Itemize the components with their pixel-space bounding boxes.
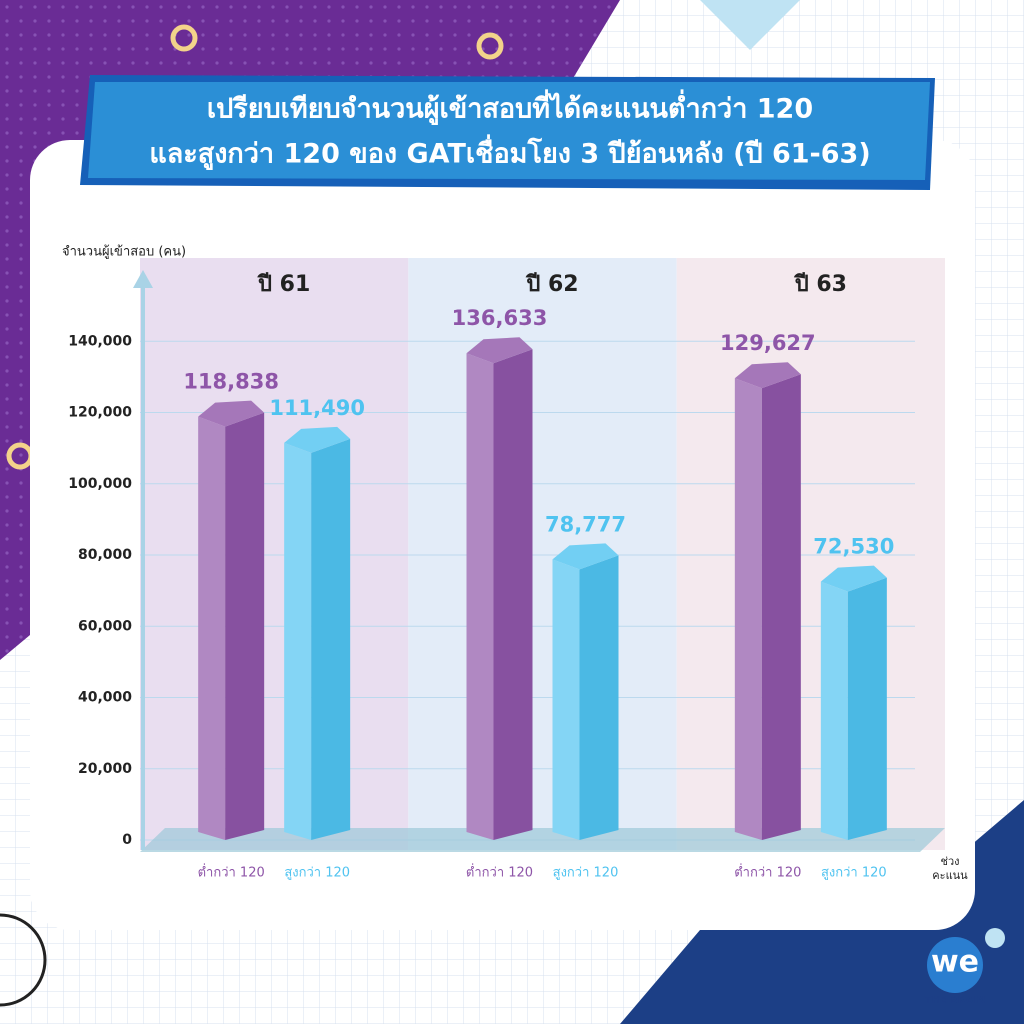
value-label: 118,838 [183,370,279,394]
y-tick-label: 120,000 [68,405,132,421]
y-tick-label: 40,000 [78,690,132,706]
y-axis-label: จำนวนผู้เข้าสอบ (คน) [62,245,186,260]
bar [284,426,351,840]
y-tick-label: 0 [122,832,132,848]
logo-bubble [985,928,1005,948]
ring [0,913,47,1007]
y-tick-label: 140,000 [68,333,132,349]
bar-right-face [225,412,265,840]
bar-left-face [284,442,312,840]
plot: 0 20,000 40,000 60,000 80,000 100,000 120,000 1… [68,258,945,881]
category-label: ปี 62 [525,272,578,297]
bar [734,362,801,840]
category-panel [140,258,409,850]
x-axis-label: ช่วง [940,855,959,868]
bar-top [820,565,887,592]
y-tick-label: 20,000 [78,761,132,777]
bar-left-face [734,378,762,840]
x-axis-label: คะแนน [932,869,968,882]
bar [198,400,265,840]
value-label: 78,777 [545,512,626,536]
series-label: สูงกว่า 120 [284,866,350,881]
bar-right-face [761,374,801,840]
title-line: เปรียบเทียบจำนวนผู้เข้าสอบที่ได้คะแนนต่ำ… [207,89,813,126]
bar-top [198,400,265,427]
y-axis-arrow [133,270,153,288]
bar-left-face [820,581,848,840]
bar-top [734,362,801,389]
value-label: 111,490 [269,396,365,420]
bar-right-face [579,555,619,840]
series-label: สูงกว่า 120 [821,866,887,881]
category-panel [408,258,677,850]
logo-mark: we [931,945,979,980]
value-label: 72,530 [813,535,894,559]
triangle [700,0,800,50]
y-tick-label: 80,000 [78,547,132,563]
series-label: สูงกว่า 120 [553,866,619,881]
y-tick-label: 60,000 [78,618,132,634]
title-banner [88,82,930,180]
logo-name: THE BRAIN [925,995,986,1006]
bar [552,543,619,840]
bar-right-face [493,349,533,840]
bar-top [466,337,533,364]
ring [170,24,198,52]
bar-top [284,426,351,453]
series-label: ต่ำกว่า 120 [198,864,265,881]
ring [476,32,504,60]
bar-left-face [198,416,226,840]
bar [820,565,887,840]
title-line: และสูงกว่า 120 ของ GATเชื่อมโยง 3 ปีย้อน… [149,134,870,171]
bar [466,337,533,840]
series-label: ต่ำกว่า 120 [466,864,533,881]
y-tick-label: 100,000 [68,476,132,492]
value-label: 129,627 [720,331,816,355]
bar-right-face [847,577,887,840]
logo-badge [927,937,983,993]
bar-left-face [552,559,580,840]
category-label: ปี 63 [794,272,847,297]
category-label: ปี 61 [257,272,310,297]
value-label: 136,633 [452,306,548,330]
bar-left-face [466,353,494,840]
category-panel [676,258,945,850]
series-label: ต่ำกว่า 120 [734,864,801,881]
bar-right-face [311,438,351,840]
bar-top [552,543,619,570]
